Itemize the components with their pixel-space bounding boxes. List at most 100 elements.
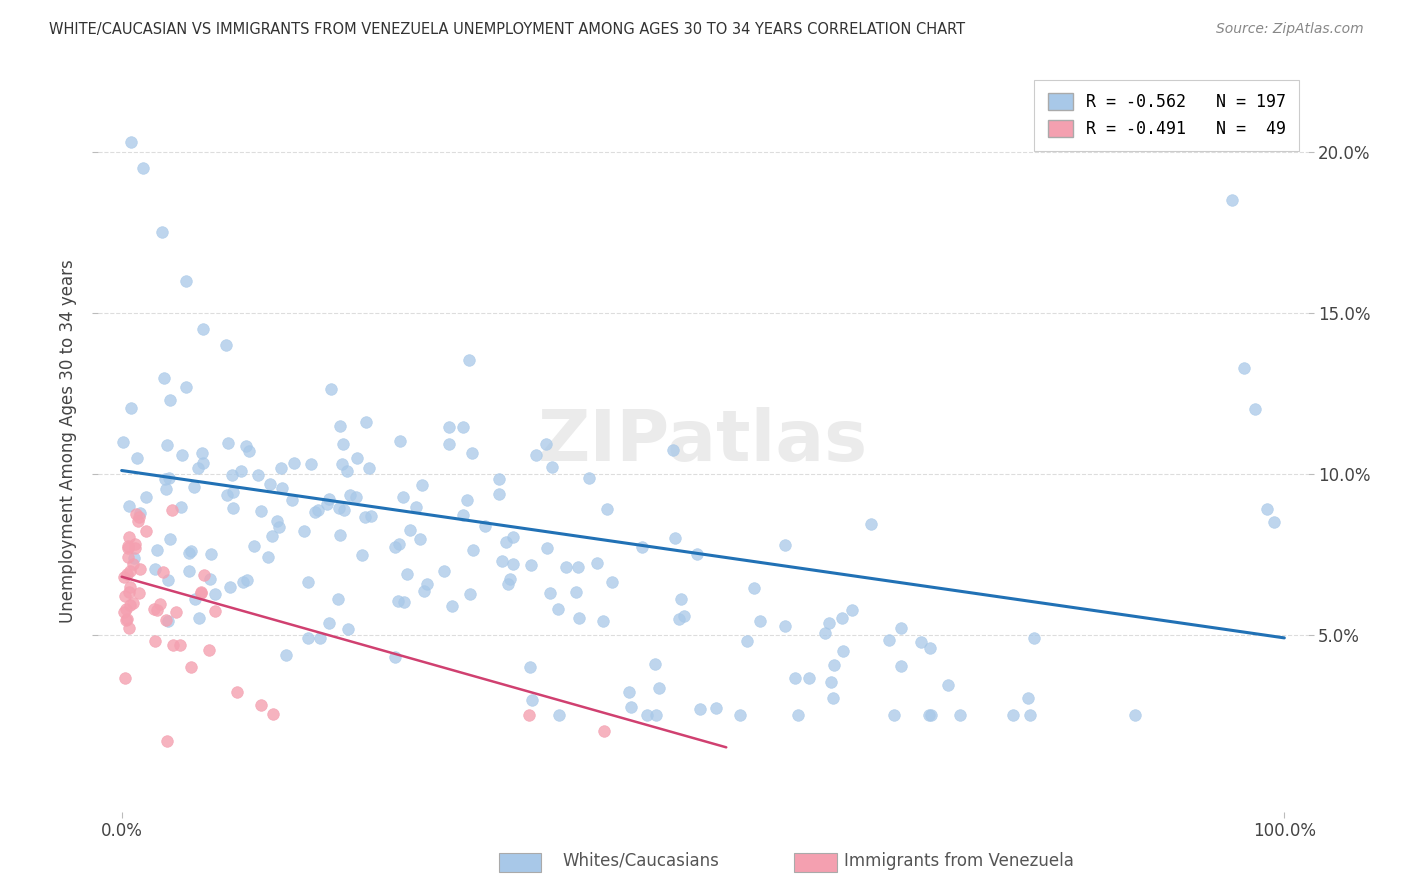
Point	[318, 616, 340, 631]
Point	[120, 401, 142, 415]
Point	[631, 540, 654, 554]
Point	[391, 491, 413, 505]
Point	[236, 574, 259, 588]
Point	[122, 550, 145, 565]
Point	[153, 370, 176, 384]
Point	[433, 564, 456, 578]
Point	[547, 708, 569, 723]
Point	[238, 444, 260, 458]
Point	[177, 545, 200, 559]
Point	[689, 702, 711, 716]
Point	[409, 532, 432, 546]
Point	[247, 468, 270, 483]
Point	[297, 574, 319, 589]
Point	[270, 460, 292, 475]
Point	[217, 435, 239, 450]
Point	[328, 500, 350, 515]
Point	[394, 595, 416, 609]
Point	[157, 573, 180, 587]
Point	[292, 524, 315, 539]
Point	[204, 604, 226, 618]
Point	[183, 480, 205, 494]
Point	[585, 556, 607, 570]
Point	[118, 585, 141, 599]
Point	[648, 681, 671, 695]
Point	[307, 502, 329, 516]
Point	[578, 471, 600, 485]
Point	[243, 539, 266, 553]
Point	[162, 639, 184, 653]
Point	[308, 631, 330, 645]
Point	[1002, 708, 1025, 723]
Point	[235, 439, 257, 453]
Point	[200, 547, 222, 561]
Point	[165, 605, 187, 619]
Point	[748, 614, 770, 628]
Y-axis label: Unemployment Among Ages 30 to 34 years: Unemployment Among Ages 30 to 34 years	[59, 260, 77, 624]
Point	[538, 586, 561, 600]
Point	[274, 648, 297, 662]
Point	[384, 650, 406, 665]
Point	[352, 549, 374, 563]
Point	[384, 540, 406, 554]
Point	[1125, 708, 1147, 723]
Text: WHITE/CAUCASIAN VS IMMIGRANTS FROM VENEZUELA UNEMPLOYMENT AMONG AGES 30 TO 34 YE: WHITE/CAUCASIAN VS IMMIGRANTS FROM VENEZ…	[49, 22, 966, 37]
Point	[353, 510, 375, 524]
Point	[174, 380, 197, 394]
Point	[451, 508, 474, 522]
Point	[271, 481, 294, 495]
Legend: R = -0.562   N = 197, R = -0.491   N =  49: R = -0.562 N = 197, R = -0.491 N = 49	[1035, 79, 1299, 151]
Point	[555, 559, 578, 574]
Point	[159, 532, 181, 546]
Point	[600, 574, 623, 589]
Point	[859, 517, 882, 532]
Point	[1024, 631, 1046, 645]
Point	[568, 610, 591, 624]
Point	[536, 437, 558, 451]
Point	[461, 446, 484, 460]
Point	[222, 500, 245, 515]
Point	[191, 456, 214, 470]
Point	[218, 580, 240, 594]
Point	[142, 602, 165, 616]
Point	[190, 585, 212, 599]
Point	[786, 708, 808, 723]
Point	[222, 485, 245, 500]
Point	[499, 572, 522, 586]
Point	[125, 450, 148, 465]
Point	[157, 471, 180, 485]
Point	[593, 724, 616, 739]
Point	[823, 690, 845, 705]
Point	[159, 393, 181, 408]
Point	[890, 621, 912, 635]
Point	[488, 472, 510, 486]
Point	[517, 708, 540, 723]
Point	[644, 657, 666, 671]
Point	[737, 633, 759, 648]
Point	[620, 700, 643, 714]
Point	[197, 642, 219, 657]
Point	[262, 706, 284, 721]
Point	[267, 520, 290, 534]
Point	[155, 613, 177, 627]
Point	[149, 597, 172, 611]
Point	[344, 491, 367, 505]
Point	[645, 708, 668, 723]
Point	[304, 506, 326, 520]
Point	[685, 547, 707, 561]
Point	[120, 564, 142, 578]
Point	[671, 591, 693, 606]
Point	[127, 515, 149, 529]
Point	[152, 565, 174, 579]
Point	[114, 671, 136, 685]
Point	[128, 509, 150, 524]
Point	[215, 338, 238, 352]
Point	[226, 685, 249, 699]
Point	[145, 603, 167, 617]
Point	[260, 529, 283, 543]
Point	[221, 467, 243, 482]
Point	[395, 567, 418, 582]
Point	[339, 488, 361, 502]
Point	[519, 659, 541, 673]
Text: Immigrants from Venezuela: Immigrants from Venezuela	[844, 852, 1073, 870]
